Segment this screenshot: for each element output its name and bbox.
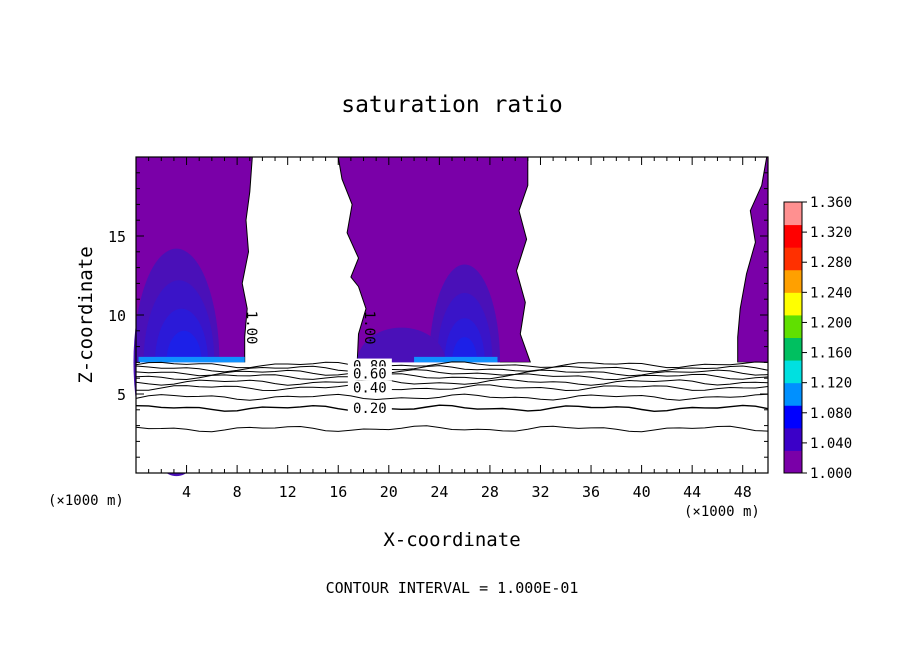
- colorbar-segment: [784, 314, 802, 338]
- y-axis-label: Z-coordinate: [75, 246, 97, 383]
- ratio-strip: [138, 356, 245, 363]
- colorbar-segment: [784, 292, 802, 316]
- x-axis-label: X-coordinate: [383, 529, 520, 551]
- colorbar-tick-label: 1.000: [810, 466, 852, 482]
- colorbar-segment: [784, 269, 802, 293]
- x-unit-right: (×1000 m): [684, 504, 760, 520]
- contour-line: [135, 361, 769, 369]
- x-tick-label: 8: [233, 483, 242, 501]
- contour-line: [135, 393, 769, 401]
- contour-line: [135, 369, 769, 377]
- x-tick-label: 24: [430, 483, 448, 501]
- y-tick-label: 10: [108, 307, 126, 325]
- x-tick-label: 28: [481, 483, 499, 501]
- contour-label: 1.00: [361, 311, 377, 345]
- contour-line: [135, 404, 769, 413]
- colorbar-segment: [784, 337, 802, 361]
- colorbar-tick-label: 1.200: [810, 315, 852, 331]
- colorbar-tick-label: 1.160: [810, 346, 852, 362]
- colorbar-segment: [784, 427, 802, 451]
- contour-line: [135, 373, 769, 381]
- x-tick-label: 20: [380, 483, 398, 501]
- colorbar-segment: [784, 382, 802, 406]
- colorbar-tick-label: 1.280: [810, 255, 852, 271]
- colorbar-segment: [784, 360, 802, 384]
- x-axis: 4 8 12 16 20 24 28 32 36 40 44 48: [148, 157, 756, 501]
- x-tick-label: 36: [582, 483, 600, 501]
- colorbar-segment: [784, 202, 802, 226]
- contour-label-bg: [347, 380, 392, 395]
- x-tick-label: 44: [683, 483, 701, 501]
- contour-interval-footer: CONTOUR INTERVAL = 1.000E-01: [326, 579, 579, 597]
- colorbar-tick-label: 1.240: [810, 285, 852, 301]
- contour-line: [135, 365, 769, 373]
- x-tick-label: 40: [633, 483, 651, 501]
- x-tick-label: 12: [279, 483, 297, 501]
- x-tick-label: 48: [734, 483, 752, 501]
- contour-line: [135, 378, 769, 386]
- x-tick-label: 16: [329, 483, 347, 501]
- colorbar-tick-label: 1.320: [810, 225, 852, 241]
- contour-label-bg: [347, 401, 392, 416]
- sub-cloud-area: [136, 362, 768, 473]
- contour-lines: 1.001.000.800.600.400.20: [135, 311, 769, 433]
- x-unit-left: (×1000 m): [48, 493, 124, 509]
- colorbar: 1.360 1.320 1.280 1.240 1.200 1.160 1.120 1.080…: [783, 195, 852, 482]
- colorbar-segment: [784, 450, 802, 474]
- y-tick-label: 15: [108, 228, 126, 246]
- colorbar-frame: [783, 201, 803, 474]
- colorbar-tick-label: 1.120: [810, 376, 852, 392]
- contour-label: 0.40: [353, 381, 387, 397]
- contour-label: 0.20: [353, 401, 387, 417]
- plot-area: 1.001.000.800.600.400.20: [133, 156, 769, 477]
- contour-line: [135, 425, 769, 433]
- y-tick-label: 5: [117, 386, 126, 404]
- x-tick-label: 4: [182, 483, 191, 501]
- y-axis: 5 10 15: [108, 172, 768, 458]
- ratio-strip: [414, 356, 498, 363]
- contour-label: 0.60: [353, 366, 387, 382]
- colorbar-segment: [784, 405, 802, 429]
- colorbar-segment: [784, 247, 802, 271]
- colorbar-tick-label: 1.040: [810, 436, 852, 452]
- colorbar-tick-label: 1.080: [810, 406, 852, 422]
- x-tick-label: 32: [531, 483, 549, 501]
- contour-label: 1.00: [243, 311, 259, 345]
- colorbar-segment: [784, 224, 802, 248]
- contour-line: [136, 384, 769, 392]
- contour-label-bg: [347, 366, 392, 381]
- chart-title: saturation ratio: [341, 92, 563, 118]
- colorbar-tick-label: 1.360: [810, 195, 852, 211]
